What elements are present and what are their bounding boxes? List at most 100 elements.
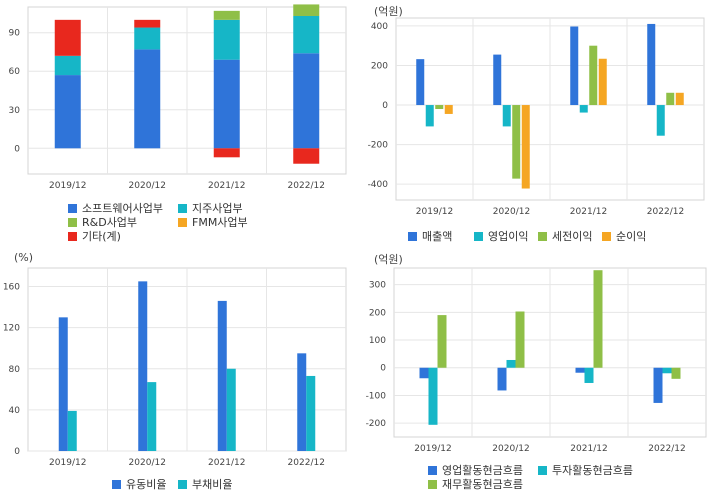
segment-chart-plot: 0 30 60 90 2019/12 2020/12 2021/12 2022/12 bbox=[9, 4, 347, 191]
bar bbox=[54, 55, 81, 76]
bar bbox=[297, 353, 307, 451]
legend-swatch bbox=[538, 232, 547, 241]
bar bbox=[675, 92, 684, 106]
legend-label: 영업이익 bbox=[488, 230, 529, 243]
y-tick-label: 300 bbox=[369, 281, 386, 291]
bar bbox=[293, 4, 320, 16]
bar bbox=[134, 27, 161, 50]
legend-item-fmm[interactable]: FMM사업부 bbox=[178, 214, 248, 230]
legend-swatch bbox=[68, 204, 77, 213]
legend-label: 순이익 bbox=[616, 230, 647, 243]
profit-chart-plot: -400 -200 0 200 400 2019/12 2020/12 2021/12 2022… bbox=[368, 17, 705, 217]
bar bbox=[493, 54, 502, 106]
bar bbox=[512, 105, 521, 179]
x-tick-label: 2019/12 bbox=[49, 181, 86, 191]
legend-swatch bbox=[68, 218, 77, 227]
x-tick-label: 2020/12 bbox=[129, 458, 166, 468]
legend-label: 유동비율 bbox=[126, 478, 167, 491]
profit-unit-label: (억원) bbox=[374, 5, 403, 18]
bar bbox=[593, 270, 603, 368]
legend-swatch bbox=[428, 480, 437, 489]
legend-item-current-ratio[interactable]: 유동비율 bbox=[112, 476, 166, 492]
bar bbox=[662, 367, 672, 374]
legend-item-rnd[interactable]: R&D사업부 bbox=[68, 214, 137, 230]
bar bbox=[134, 19, 161, 28]
bar bbox=[213, 148, 240, 158]
bar bbox=[138, 281, 148, 451]
legend-item-investing-cf[interactable]: 투자활동현금흐름 bbox=[538, 462, 633, 478]
legend-label: 재무활동현금흐름 bbox=[442, 478, 523, 491]
legend-item-other[interactable]: 기타(계) bbox=[68, 228, 121, 244]
x-tick-label: 2020/12 bbox=[129, 181, 166, 191]
bar bbox=[598, 58, 607, 106]
bar bbox=[444, 105, 453, 114]
legend-swatch bbox=[474, 232, 483, 241]
legend-swatch bbox=[428, 466, 437, 475]
legend-swatch bbox=[68, 232, 77, 241]
y-tick-label: 400 bbox=[371, 22, 388, 32]
legend-label: 지주사업부 bbox=[192, 202, 243, 215]
bar bbox=[656, 105, 665, 136]
legend-label: 세전이익 bbox=[552, 230, 593, 243]
x-tick-label: 2019/12 bbox=[414, 444, 451, 454]
bar bbox=[54, 75, 81, 149]
legend-item-pretax-profit[interactable]: 세전이익 bbox=[538, 228, 592, 244]
bar bbox=[226, 368, 236, 451]
bar bbox=[521, 105, 530, 189]
bar bbox=[515, 311, 525, 368]
legend-label: 소프트웨어사업부 bbox=[82, 202, 163, 215]
bar bbox=[416, 59, 425, 106]
y-tick-label: -200 bbox=[366, 419, 387, 429]
y-tick-label: -400 bbox=[368, 180, 389, 190]
legend-item-financing-cf[interactable]: 재무활동현금흐름 bbox=[428, 476, 523, 492]
legend-item-holding[interactable]: 지주사업부 bbox=[178, 200, 243, 216]
legend-label: FMM사업부 bbox=[192, 216, 248, 229]
y-tick-label: 60 bbox=[9, 67, 21, 77]
bar bbox=[54, 19, 81, 56]
legend-label: R&D사업부 bbox=[82, 216, 138, 229]
y-tick-label: 0 bbox=[382, 101, 388, 111]
cashflow-chart-plot: -200 -100 0 100 200 300 2019/12 2020/12 2021/12 2… bbox=[366, 267, 707, 454]
y-tick-label: 80 bbox=[9, 365, 21, 375]
bar bbox=[67, 410, 77, 451]
legend-item-revenue[interactable]: 매출액 bbox=[408, 228, 452, 244]
bar bbox=[58, 317, 68, 451]
legend-swatch bbox=[408, 232, 417, 241]
legend-item-operating-profit[interactable]: 영업이익 bbox=[474, 228, 528, 244]
bar bbox=[506, 359, 516, 368]
legend-label: 기타(계) bbox=[82, 230, 121, 243]
x-tick-label: 2022/12 bbox=[288, 181, 325, 191]
bar bbox=[293, 53, 320, 149]
bar bbox=[589, 45, 598, 106]
bar bbox=[666, 92, 675, 106]
cashflow-chart: (억원) -200 -100 0 100 200 300 2019/12 2020/12 202… bbox=[360, 248, 720, 496]
legend-item-debt-ratio[interactable]: 부채비율 bbox=[178, 476, 232, 492]
bar bbox=[435, 105, 444, 109]
bar bbox=[419, 367, 429, 379]
bar bbox=[134, 49, 161, 149]
y-tick-label: 40 bbox=[9, 406, 21, 416]
bar bbox=[306, 375, 316, 451]
legend-item-software[interactable]: 소프트웨어사업부 bbox=[68, 200, 163, 216]
bar bbox=[293, 148, 320, 164]
bar bbox=[428, 367, 438, 425]
x-tick-label: 2021/12 bbox=[208, 181, 245, 191]
y-tick-label: 100 bbox=[369, 336, 386, 346]
profit-legend: 매출액 영업이익 세전이익 순이익 bbox=[360, 0, 720, 248]
bar bbox=[497, 367, 507, 391]
cashflow-legend: 영업활동현금흐름 투자활동현금흐름 재무활동현금흐름 bbox=[360, 248, 720, 496]
bar bbox=[647, 23, 656, 106]
y-tick-label: -200 bbox=[368, 141, 389, 151]
legend-item-operating-cf[interactable]: 영업활동현금흐름 bbox=[428, 462, 523, 478]
legend-swatch bbox=[178, 480, 187, 489]
legend-item-net-profit[interactable]: 순이익 bbox=[602, 228, 646, 244]
y-tick-label: -100 bbox=[366, 391, 387, 401]
bar bbox=[147, 382, 157, 451]
y-tick-label: 0 bbox=[14, 447, 20, 457]
x-tick-label: 2019/12 bbox=[49, 458, 86, 468]
y-tick-label: 0 bbox=[380, 364, 386, 374]
x-tick-label: 2021/12 bbox=[570, 207, 607, 217]
y-tick-label: 0 bbox=[14, 144, 20, 154]
legend-label: 영업활동현금흐름 bbox=[442, 464, 523, 477]
bar bbox=[217, 300, 227, 451]
